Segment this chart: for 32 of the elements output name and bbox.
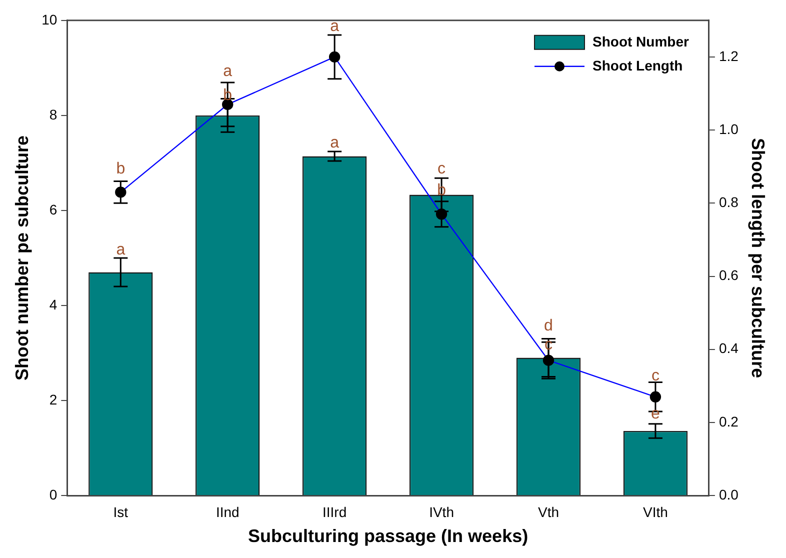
annotation: d [544,317,553,334]
y-tick-label: 0 [49,486,58,502]
y-axis-title: Shoot number pe subculture [12,135,32,381]
annotation: a [330,18,340,36]
legend-label: Shoot Length [592,57,683,74]
y2-tick-label: 0.2 [718,413,739,430]
y2-tick-label: 1.2 [718,48,739,64]
y-tick-label: 6 [49,201,58,218]
legend-label: Shoot Number [592,33,690,50]
annotation: a [330,134,340,152]
annotation: b [116,160,126,178]
x-axis-title: Subculturing passage (In weeks) [248,526,528,546]
x-tick-label: Vth [538,504,560,520]
annotation: a [223,63,232,80]
x-tick-label: IInd [216,504,240,520]
y-tick-label: 8 [49,106,58,122]
y-tick-label: 2 [49,391,58,408]
annotation: c [651,367,660,384]
y2-tick-label: 0.4 [718,340,739,356]
y2-tick-label: 0.6 [718,267,739,284]
annotation: c [438,160,446,178]
x-tick-label: VIth [643,504,668,520]
y-tick-label: 4 [49,296,58,312]
annotation: a [116,241,126,258]
y2-tick-label: 0.8 [718,194,739,210]
y-tick-label: 10 [42,11,58,28]
y2-tick-label: 0.0 [718,486,739,502]
x-tick-label: IIIrd [322,504,347,520]
x-tick-label: Ist [113,504,128,520]
x-tick-label: IVth [429,504,454,520]
y2-tick-label: 1.0 [718,120,739,137]
y2-axis-title: Shoot length per subculture [748,138,768,378]
